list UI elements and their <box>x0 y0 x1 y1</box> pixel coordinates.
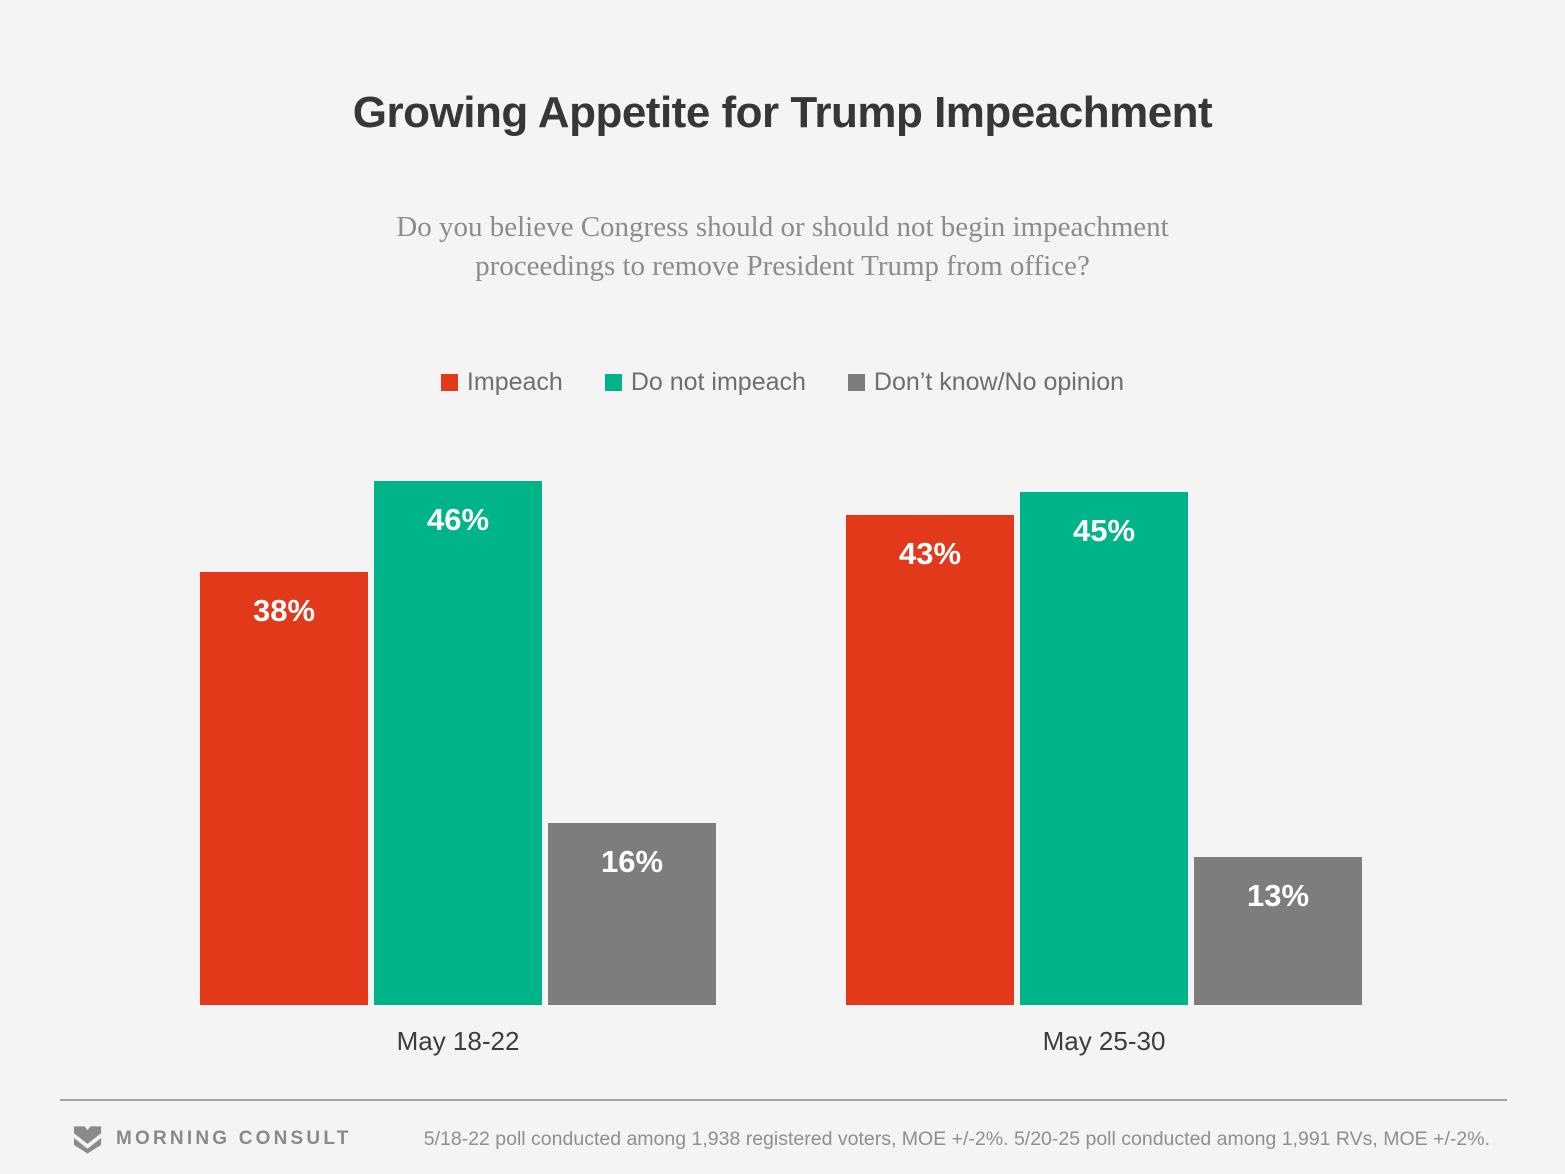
bar-group-may-25-30: 43% 45% 13% <box>846 435 1362 1005</box>
bar-value-label-do-not-impeach-may-18-22: 46% <box>426 501 490 537</box>
brand-lockup: MORNING CONSULT <box>72 1124 352 1154</box>
legend-item-impeach: Impeach <box>440 368 563 397</box>
bar-dont-know-may-18-22: 16% <box>548 822 716 1005</box>
bar-value-label-impeach-may-25-30: 43% <box>898 535 962 571</box>
bar-impeach-may-18-22: 38% <box>200 571 368 1005</box>
bar-value-label-do-not-impeach-may-25-30: 45% <box>1072 513 1136 548</box>
legend-swatch-impeach <box>440 374 458 391</box>
bar-value-label-impeach-may-18-22: 38% <box>252 592 316 628</box>
subtitle-line-2: proceedings to remove President Trump fr… <box>475 250 1090 282</box>
morning-consult-logo-icon <box>73 1126 102 1154</box>
chart-subtitle: Do you believe Congress should or should… <box>0 208 1565 286</box>
category-label-may-25-30: May 25-30 <box>1042 1026 1166 1056</box>
bar-dont-know-may-25-30: 13% <box>1194 856 1362 1005</box>
bar-do-not-impeach-may-25-30: 45% <box>1020 492 1188 1005</box>
bar-do-not-impeach-may-18-22: 46% <box>374 480 542 1005</box>
bar-impeach-may-25-30: 43% <box>846 514 1014 1005</box>
subtitle-line-1: Do you believe Congress should or should… <box>396 211 1169 243</box>
page-title: Growing Appetite for Trump Impeachment <box>352 88 1213 137</box>
legend-swatch-dont-know <box>847 374 865 391</box>
footer-divider <box>60 1099 1507 1101</box>
legend-label-impeach: Impeach <box>466 368 563 396</box>
bar-group-may-18-22: 38% 46% 16% <box>200 435 716 1005</box>
legend-swatch-do-not-impeach <box>604 374 622 391</box>
bar-chart: 38% 46% 16% 43% 45% 13% <box>0 435 1565 1005</box>
methodology-note: 5/18-22 poll conducted among 1,938 regis… <box>423 1128 1490 1150</box>
category-label-may-18-22: May 18-22 <box>396 1026 520 1056</box>
legend-item-do-not-impeach: Do not impeach <box>604 368 806 397</box>
bar-value-label-dont-know-may-18-22: 16% <box>600 843 664 879</box>
legend-item-dont-know: Don’t know/No opinion <box>847 368 1125 397</box>
legend-label-do-not-impeach: Do not impeach <box>630 368 806 396</box>
legend-label-dont-know: Don’t know/No opinion <box>873 368 1125 396</box>
brand-name: MORNING CONSULT <box>116 1128 352 1149</box>
chart-legend: Impeach Do not impeach Don’t know/No opi… <box>0 368 1565 397</box>
bar-value-label-dont-know-may-25-30: 13% <box>1246 877 1310 913</box>
